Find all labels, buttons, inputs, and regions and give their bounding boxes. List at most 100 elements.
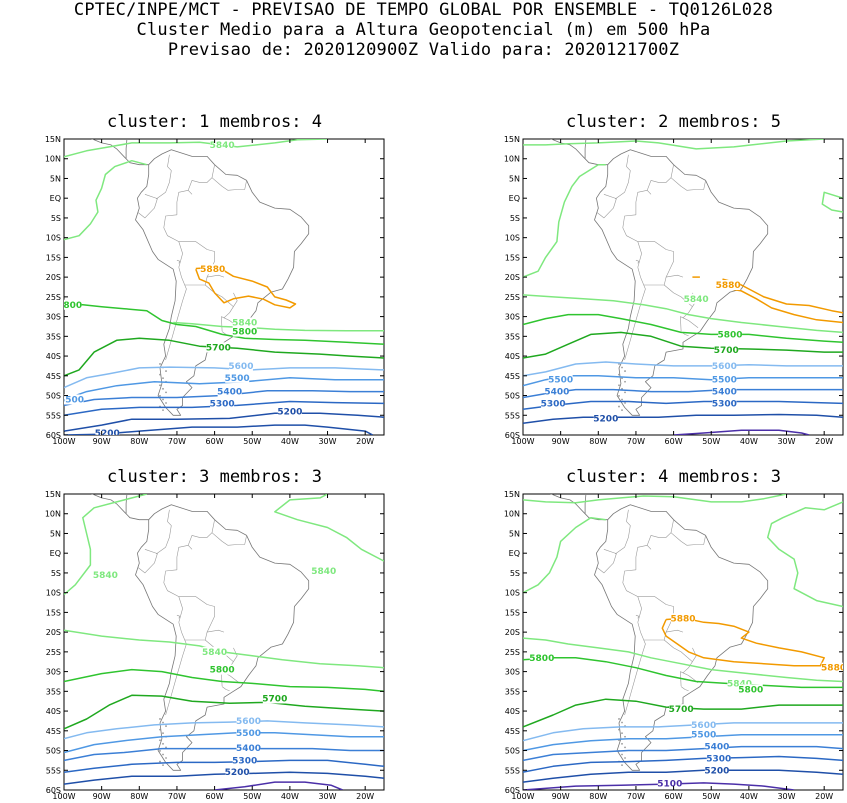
contour-label-background [541, 398, 566, 409]
contour-label: 5500 [691, 731, 716, 741]
lon-label: 60W [665, 437, 683, 444]
lat-label: 45S [505, 727, 520, 736]
contour-label-background [704, 765, 729, 776]
lat-label: 5S [51, 569, 61, 578]
island-mark [621, 409, 623, 412]
contour-label-background [236, 742, 261, 753]
contour-label-background [232, 317, 257, 328]
map-frame [522, 493, 844, 791]
lat-label: 15N [45, 135, 61, 144]
contour-label-background [210, 664, 235, 675]
contour-label-background [669, 704, 694, 715]
lon-label: 50W [243, 792, 261, 801]
contour-label-background [593, 413, 618, 424]
island-mark [621, 732, 623, 735]
lat-label: 55S [46, 411, 61, 420]
contour-line-5200 [523, 413, 843, 424]
contour-label: 5800 [529, 654, 554, 664]
panel-1-title: cluster: 1 membros: 4 [107, 112, 322, 132]
contour-label: 5800 [232, 328, 257, 338]
lon-label: 40W [740, 792, 758, 801]
lat-label: 40S [505, 707, 520, 716]
lon-label: 80W [589, 437, 607, 444]
lat-label: 55S [46, 766, 61, 775]
contour-label: 5500 [712, 376, 737, 386]
contour-line-5840 [523, 294, 843, 334]
country-border [624, 267, 646, 361]
country-border [163, 545, 193, 623]
island-mark [162, 742, 164, 745]
lat-label: 15S [505, 608, 520, 617]
contour-label-background [671, 613, 695, 624]
south-america-coastline [594, 149, 769, 416]
contour-label: 5400 [712, 388, 737, 398]
contour-line-5200 [64, 412, 384, 432]
lon-label: 30W [777, 437, 795, 444]
lat-label: 50S [46, 747, 61, 756]
contour-line-5840 [523, 516, 606, 594]
lon-label: 70W [627, 792, 645, 801]
island-mark [621, 721, 623, 724]
lat-label: 10S [46, 589, 61, 598]
lat-label: 15S [505, 253, 520, 262]
island-mark [621, 764, 623, 767]
island-mark [624, 746, 626, 749]
country-border [178, 596, 215, 633]
lat-label: 30S [46, 313, 61, 322]
country-border [646, 519, 674, 546]
lat-label: EQ [509, 549, 520, 558]
contour-label-background [706, 753, 731, 764]
lat-label: 60S [46, 431, 61, 440]
contour-label-background [718, 329, 743, 340]
lake-outline [176, 614, 181, 619]
island-mark [624, 735, 626, 738]
lat-label: 15S [46, 608, 61, 617]
lat-label: 15N [504, 135, 520, 144]
lon-label: 100W [511, 437, 534, 444]
lat-label: 5N [509, 174, 520, 183]
contour-label: 5200 [704, 766, 729, 776]
contour-line-5600 [523, 361, 843, 377]
contour-line-5840 [274, 494, 384, 562]
contour-label: 5800 [718, 330, 743, 340]
contour-line-5500 [523, 733, 843, 752]
lat-label: 50S [505, 392, 520, 401]
lat-label: 30S [46, 668, 61, 677]
island-mark [162, 732, 164, 735]
contour-line-5840 [821, 191, 843, 213]
header-line-2: Cluster Medio para a Altura Geopotencial… [136, 20, 711, 40]
contour-label: 5300 [232, 756, 257, 766]
lat-label: EQ [50, 549, 61, 558]
contour-label-background [657, 778, 682, 789]
island-mark [159, 395, 161, 397]
country-border [596, 549, 617, 574]
contour-line-5840 [523, 494, 787, 504]
contour-line-5880 [726, 287, 843, 324]
contour-label-background [236, 715, 261, 726]
header-line-3: Previsao de: 2020120900Z Valido para: 20… [167, 40, 680, 60]
south-america-coastline [135, 504, 310, 771]
contour-line-5500 [64, 732, 384, 754]
contour-line-5700 [64, 337, 384, 377]
contour-line-5840 [173, 321, 384, 332]
island-mark [165, 391, 167, 394]
lat-label: 10N [45, 510, 61, 519]
contour-label-background [548, 374, 573, 385]
lat-label: 60S [505, 431, 520, 440]
island-mark [618, 728, 620, 731]
contour-label-background [232, 326, 257, 337]
contour-label-background [704, 741, 729, 752]
contour-label: 5200 [593, 414, 618, 424]
island-mark [621, 753, 623, 756]
country-border [680, 671, 684, 687]
island-mark [159, 363, 161, 365]
contour-line-5700 [64, 694, 384, 730]
lon-label: 90W [93, 792, 111, 801]
island-mark [624, 402, 626, 404]
contour-line-5840 [64, 159, 147, 241]
contour-label-background [228, 360, 253, 371]
lon-label: 20W [356, 792, 374, 801]
lat-label: 20S [505, 628, 520, 637]
contour-line-5700 [523, 331, 843, 359]
